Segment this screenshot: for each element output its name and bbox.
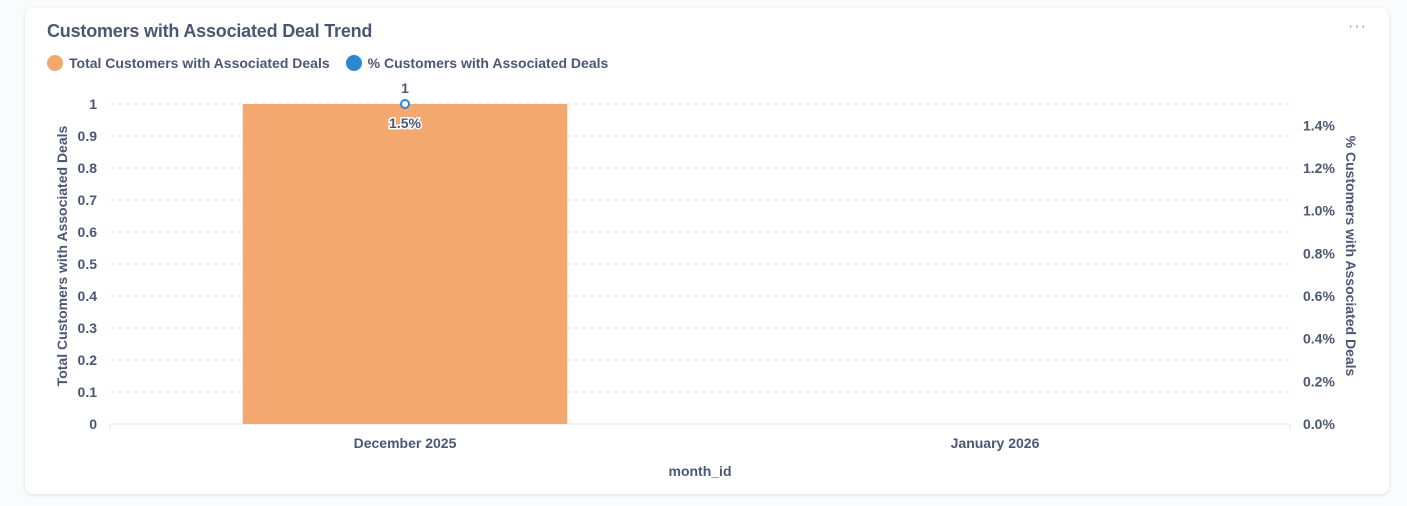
legend-item-percent[interactable]: % Customers with Associated Deals <box>345 55 609 71</box>
x-tick-label: December 2025 <box>354 435 457 451</box>
y-left-tick-label: 0.8 <box>78 160 98 176</box>
line-point <box>400 99 410 109</box>
y-left-tick-label: 0.3 <box>78 320 98 336</box>
bar-data-label: 1 <box>401 80 409 96</box>
y-right-tick-label: 0.6% <box>1303 288 1335 304</box>
y-left-axis-title: Total Customers with Associated Deals <box>54 125 70 386</box>
y-left-tick-label: 1 <box>89 96 97 112</box>
y-left-tick-label: 0 <box>89 416 97 432</box>
y-left-tick-label: 0.2 <box>78 352 98 368</box>
y-right-tick-label: 1.2% <box>1303 160 1335 176</box>
x-tick-label: January 2026 <box>951 435 1040 451</box>
y-left-tick-label: 0.7 <box>78 192 98 208</box>
y-left-tick-label: 0.9 <box>78 128 98 144</box>
legend-item-total[interactable]: Total Customers with Associated Deals <box>47 55 330 71</box>
legend-dot-icon <box>47 55 63 71</box>
y-left-tick-label: 0.1 <box>78 384 98 400</box>
y-left-tick-label: 0.6 <box>78 224 98 240</box>
y-left-tick-label: 0.5 <box>78 256 98 272</box>
y-right-tick-label: 1.4% <box>1303 117 1335 133</box>
y-right-tick-label: 1.0% <box>1303 203 1335 219</box>
x-axis-title: month_id <box>669 463 732 479</box>
legend-dot-icon <box>345 55 362 71</box>
chart-title[interactable]: Customers with Associated Deal Trend <box>47 21 373 41</box>
y-right-axis-title: % Customers with Associated Deals <box>1343 136 1359 377</box>
y-right-tick-label: 0.0% <box>1303 416 1335 432</box>
legend-label-total: Total Customers with Associated Deals <box>69 55 330 71</box>
bar <box>242 104 568 424</box>
y-right-tick-label: 0.2% <box>1303 373 1335 389</box>
legend-label-percent: % Customers with Associated Deals <box>367 55 609 71</box>
line-data-label: 1.5% <box>389 115 421 131</box>
y-right-tick-label: 0.8% <box>1303 245 1335 261</box>
legend: Total Customers with Associated Deals % … <box>47 55 608 71</box>
y-left-tick-label: 0.4 <box>78 288 98 304</box>
chart-card: Customers with Associated Deal Trend ···… <box>25 8 1389 494</box>
more-dots-icon[interactable]: ··· <box>1348 18 1367 35</box>
chart-plot: 0 0.1 0.2 0.3 0.4 0.5 0.6 0.7 0.8 0.9 1 0.0% 0.2% 0.4… <box>54 80 1359 479</box>
y-right-tick-label: 0.4% <box>1303 331 1335 347</box>
